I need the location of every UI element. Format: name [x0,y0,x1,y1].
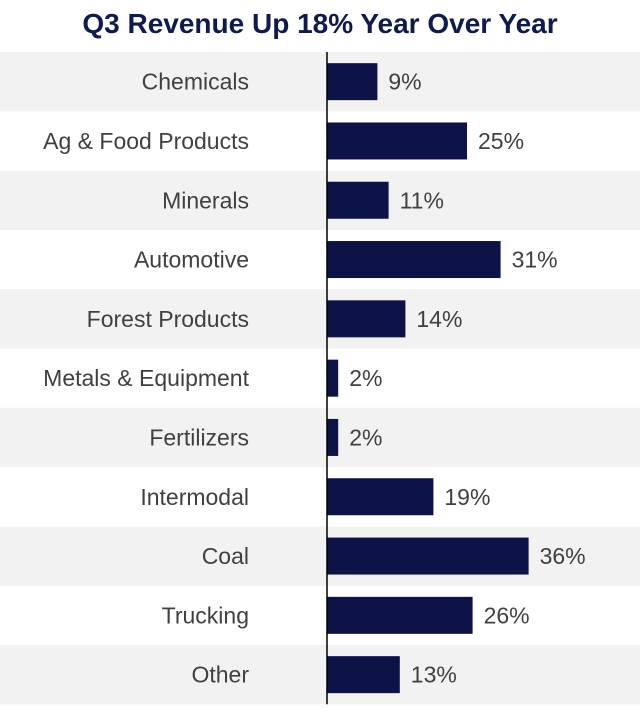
value-label: 9% [388,69,421,95]
category-label: Trucking [162,602,249,628]
category-label: Chemicals [142,69,249,95]
value-label: 26% [484,602,530,628]
row-stripe [0,407,640,468]
value-label: 25% [478,128,524,154]
category-label: Intermodal [140,484,249,510]
category-label: Coal [202,543,249,569]
category-label: Automotive [134,247,249,273]
category-label: Metals & Equipment [43,365,249,391]
bar [327,537,529,575]
category-label: Fertilizers [149,424,249,450]
row-stripe [0,170,640,230]
bar [327,181,389,219]
row-stripe [0,289,640,349]
bar [327,478,434,516]
bar [327,656,400,694]
category-label: Ag & Food Products [43,128,249,154]
value-label: 13% [411,662,457,688]
value-label: 31% [512,247,558,273]
value-label: 36% [540,543,586,569]
bar [327,241,501,279]
value-label: 2% [349,365,382,391]
value-label: 14% [416,306,462,332]
category-label: Forest Products [87,306,249,332]
bar [327,122,467,160]
category-label: Other [191,662,249,688]
value-label: 19% [444,484,490,510]
bar [327,63,378,101]
row-stripe [0,526,640,586]
value-label: 11% [400,187,444,213]
bar [327,418,339,456]
bar [327,359,339,397]
category-label: Minerals [162,187,249,213]
row-stripe [0,52,640,112]
bar [327,596,473,634]
row-stripe [0,645,640,705]
bar [327,300,406,338]
value-label: 2% [349,424,382,450]
chart-title: Q3 Revenue Up 18% Year Over Year [82,8,558,39]
